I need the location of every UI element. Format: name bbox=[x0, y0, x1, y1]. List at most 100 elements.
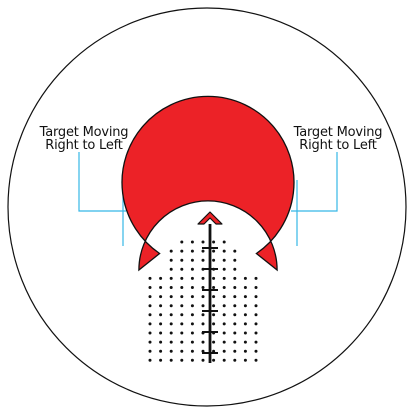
annotation-left-line2: Right to Left bbox=[45, 138, 123, 153]
grid-dot bbox=[159, 304, 163, 308]
grid-dot bbox=[233, 276, 237, 280]
grid-dot bbox=[222, 304, 226, 308]
grid-dot bbox=[254, 331, 258, 335]
grid-dot bbox=[254, 295, 258, 299]
grid-dot bbox=[243, 331, 247, 335]
grid-dot bbox=[190, 267, 194, 271]
grid-dot bbox=[180, 295, 184, 299]
grid-dot bbox=[201, 313, 205, 317]
grid-dot bbox=[222, 322, 226, 326]
grid-dot bbox=[190, 313, 194, 317]
grid-dot bbox=[180, 304, 184, 308]
grid-dot bbox=[212, 340, 216, 344]
grid-dot bbox=[212, 240, 216, 244]
grid-dot bbox=[180, 267, 184, 271]
grid-dot bbox=[169, 267, 173, 271]
grid-dot bbox=[190, 349, 194, 353]
grid-dot bbox=[169, 340, 173, 344]
grid-dot bbox=[159, 349, 163, 353]
grid-dot bbox=[190, 249, 194, 253]
grid-dot bbox=[159, 313, 163, 317]
grid-dot bbox=[190, 240, 194, 244]
grid-dot bbox=[148, 349, 152, 353]
grid-dot bbox=[201, 304, 205, 308]
grid-dot bbox=[233, 304, 237, 308]
grid-dot bbox=[180, 331, 184, 335]
grid-dot bbox=[169, 331, 173, 335]
grid-dot bbox=[254, 340, 258, 344]
grid-dot bbox=[212, 249, 216, 253]
grid-dot bbox=[254, 322, 258, 326]
grid-dot bbox=[148, 313, 152, 317]
grid-dot bbox=[201, 322, 205, 326]
grid-dot bbox=[180, 258, 184, 262]
grid-dot bbox=[190, 286, 194, 289]
grid-dot bbox=[190, 358, 194, 362]
grid-dot bbox=[159, 295, 163, 299]
grid-dot bbox=[201, 295, 205, 299]
grid-dot bbox=[222, 349, 226, 353]
grid-dot bbox=[222, 358, 226, 362]
grid-dot bbox=[159, 276, 163, 280]
grid-dot bbox=[169, 358, 173, 362]
grid-dot bbox=[201, 340, 205, 344]
grid-dot bbox=[180, 240, 184, 244]
grid-dot bbox=[233, 349, 237, 353]
grid-dot bbox=[180, 358, 184, 362]
grid-dot bbox=[148, 304, 152, 308]
annotation-right-line1: Target Moving bbox=[293, 125, 383, 140]
grid-dot bbox=[190, 276, 194, 280]
grid-dot bbox=[222, 286, 226, 289]
grid-dot bbox=[233, 267, 237, 271]
grid-dot bbox=[222, 240, 226, 244]
left-leader-line bbox=[78, 152, 126, 246]
grid-dot bbox=[159, 331, 163, 335]
grid-dot bbox=[222, 249, 226, 253]
grid-dot bbox=[254, 349, 258, 353]
grid-dot bbox=[222, 331, 226, 335]
grid-dot bbox=[169, 258, 173, 262]
grid-dot bbox=[148, 286, 152, 289]
grid-dot bbox=[169, 276, 173, 280]
grid-dot bbox=[201, 240, 205, 244]
grid-dot bbox=[212, 258, 216, 262]
grid-dot bbox=[201, 258, 205, 262]
grid-dot bbox=[180, 286, 184, 289]
grid-dot bbox=[148, 331, 152, 335]
grid-dot bbox=[169, 322, 173, 326]
dot-grid bbox=[148, 240, 258, 362]
grid-dot bbox=[159, 322, 163, 326]
grid-dot bbox=[222, 258, 226, 262]
grid-dot bbox=[222, 276, 226, 280]
annotation-right: Target Moving Right to Left bbox=[282, 126, 394, 152]
scope-outline bbox=[7, 7, 407, 407]
grid-dot bbox=[180, 349, 184, 353]
grid-dot bbox=[159, 358, 163, 362]
grid-dot bbox=[159, 340, 163, 344]
grid-dot bbox=[212, 276, 216, 280]
grid-dot bbox=[233, 295, 237, 299]
grid-dot bbox=[222, 313, 226, 317]
annotation-left-line1: Target Moving bbox=[39, 125, 129, 140]
grid-dot bbox=[222, 267, 226, 271]
grid-dot bbox=[180, 276, 184, 280]
grid-dot bbox=[169, 249, 173, 253]
grid-dot bbox=[159, 286, 163, 289]
grid-dot bbox=[212, 304, 216, 308]
grid-dot bbox=[201, 349, 205, 353]
right-leader-line bbox=[291, 152, 338, 246]
grid-dot bbox=[148, 276, 152, 280]
grid-dot bbox=[212, 313, 216, 317]
grid-dot bbox=[254, 286, 258, 289]
horseshoe-ring bbox=[121, 95, 295, 272]
grid-dot bbox=[243, 349, 247, 353]
grid-dot bbox=[169, 286, 173, 289]
grid-dot bbox=[190, 340, 194, 344]
grid-dot bbox=[222, 340, 226, 344]
grid-dot bbox=[233, 258, 237, 262]
grid-dot bbox=[212, 358, 216, 362]
grid-dot bbox=[201, 276, 205, 280]
grid-dot bbox=[243, 276, 247, 280]
